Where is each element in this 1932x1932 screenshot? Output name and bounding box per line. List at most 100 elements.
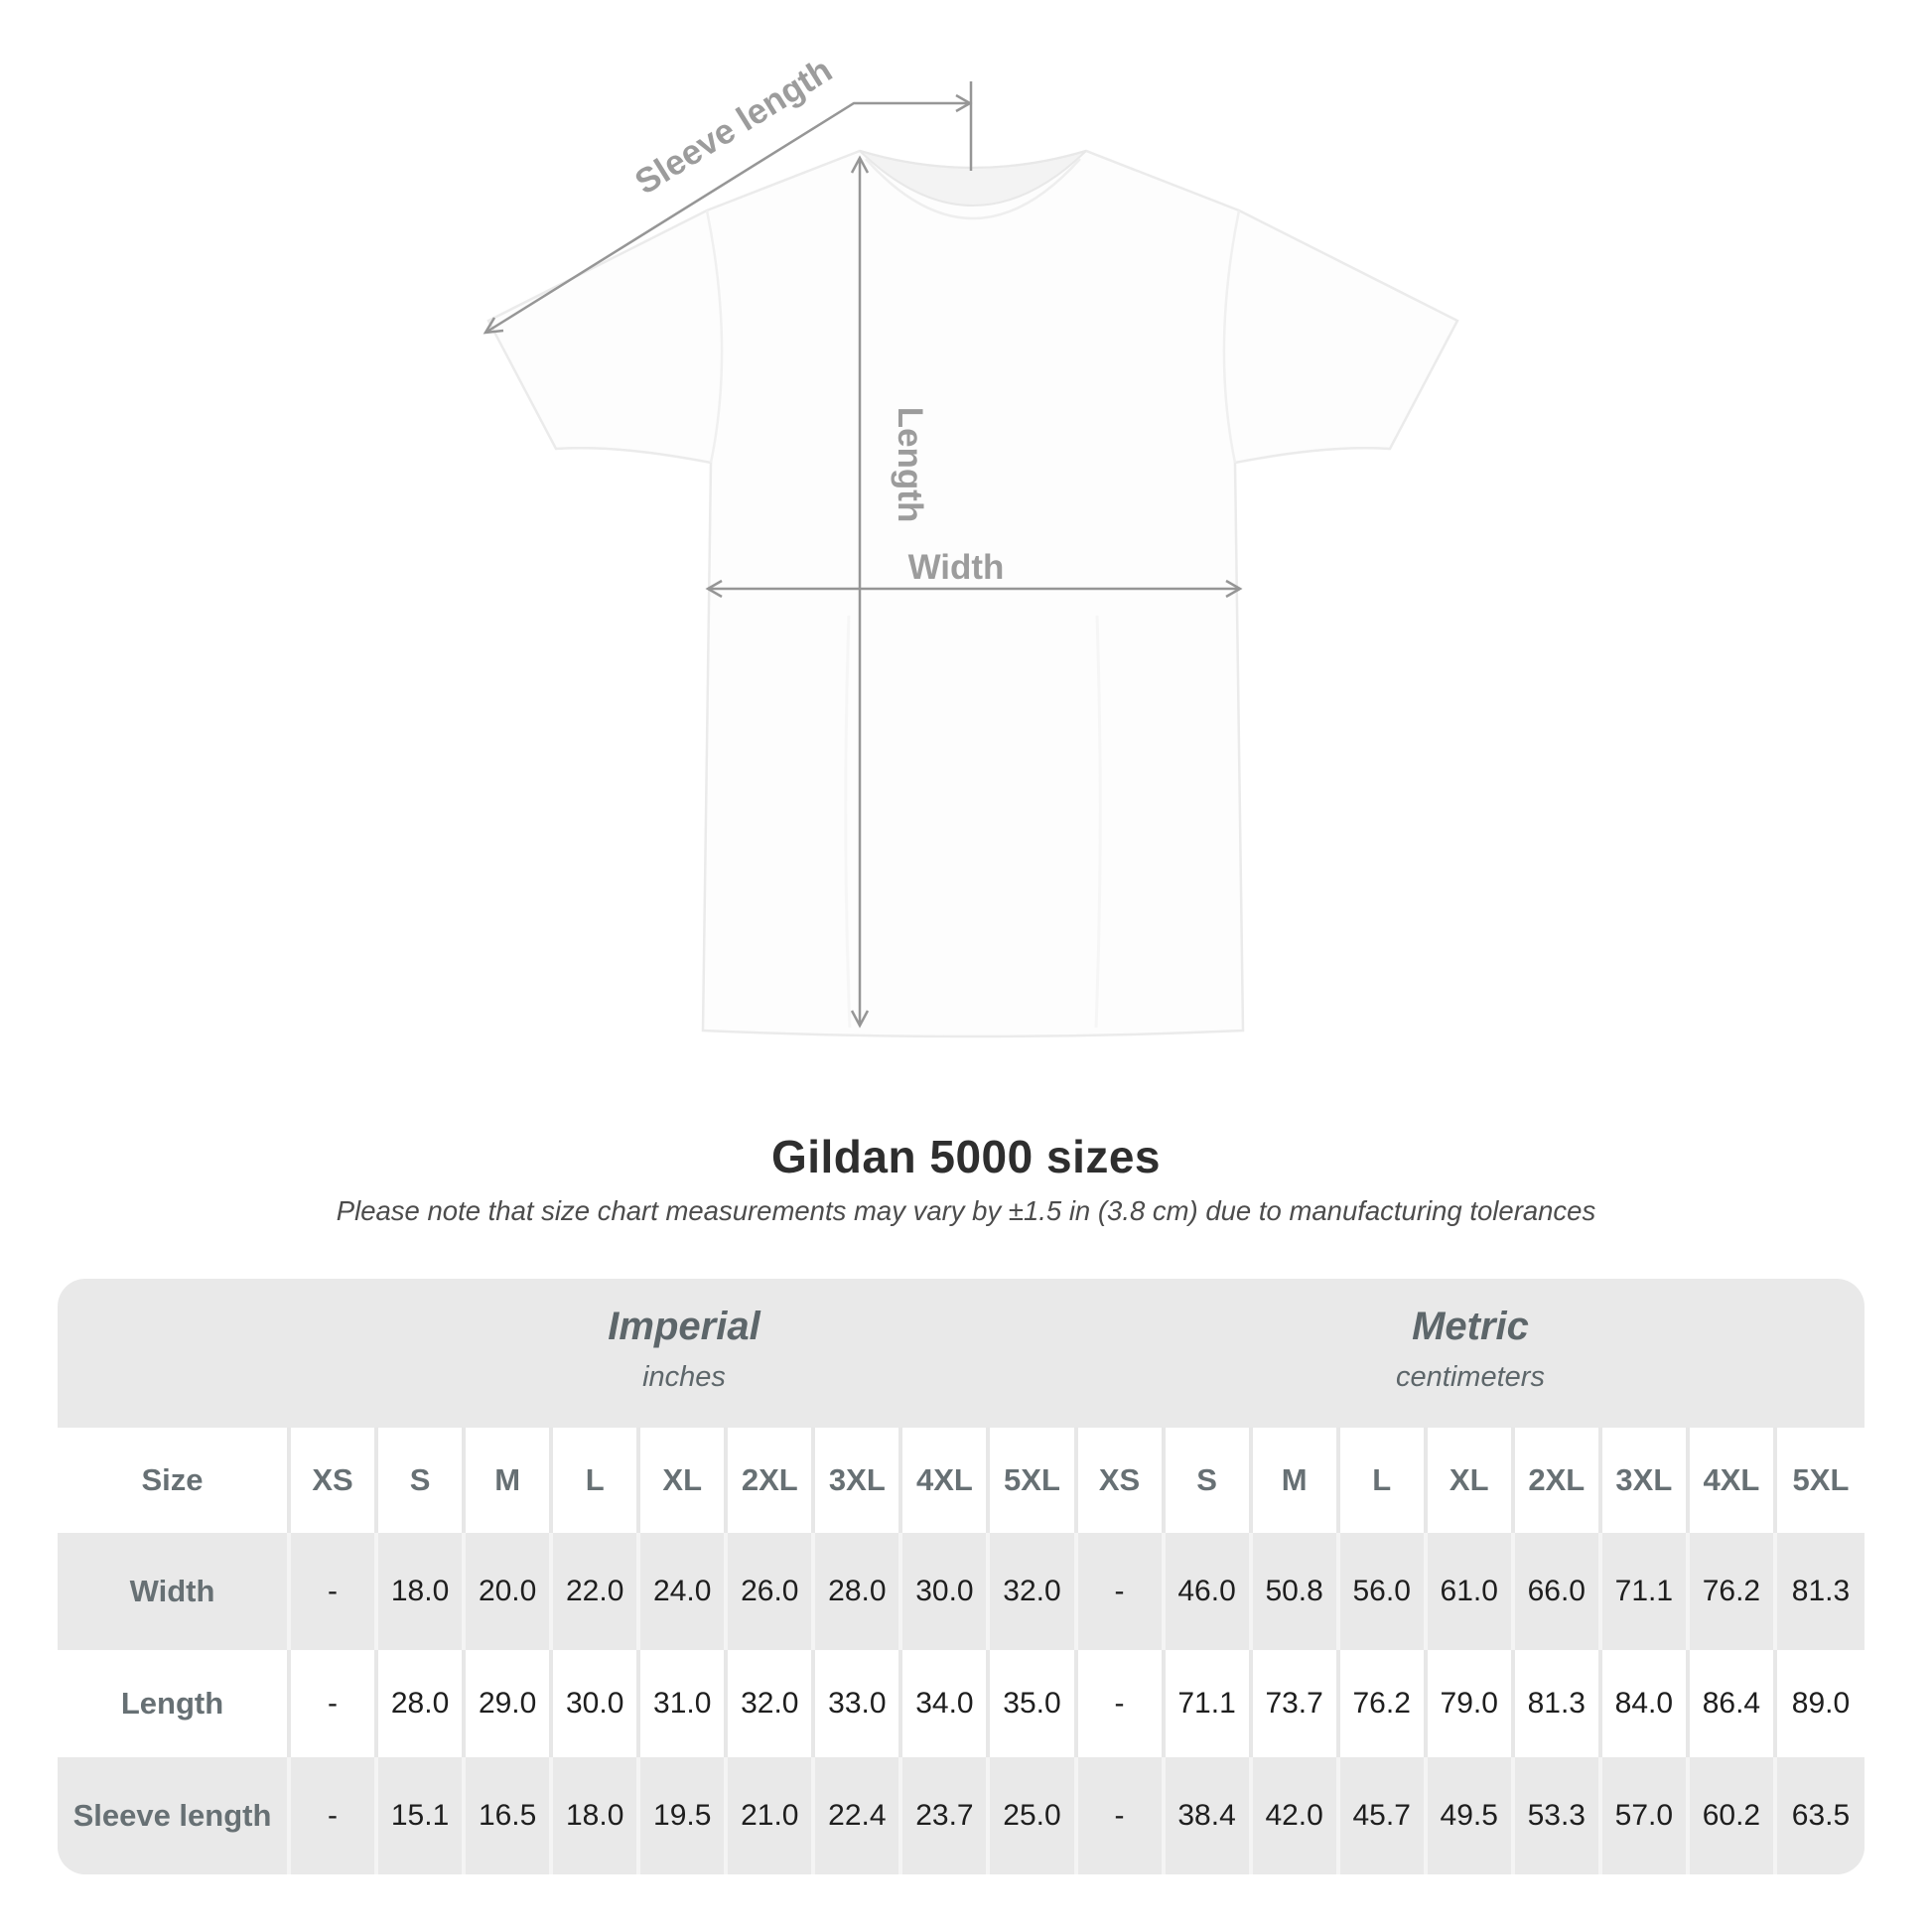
left-sleeve-seam [705, 209, 724, 464]
cell: 71.1 [1601, 1533, 1690, 1650]
col-header: XL [1427, 1428, 1515, 1533]
cell: 79.0 [1427, 1650, 1515, 1757]
page-title: Gildan 5000 sizes [770, 1131, 1162, 1182]
cell: 35.0 [990, 1650, 1078, 1757]
cell: 61.0 [1427, 1533, 1515, 1650]
row-label: Width [58, 1533, 291, 1650]
metric-label: Metric [1412, 1305, 1529, 1348]
tolerance-note: Please note that size chart measurements… [336, 1195, 1596, 1226]
collar-band-seam [865, 158, 1081, 220]
col-header: L [1339, 1428, 1428, 1533]
col-header: XS [291, 1428, 379, 1533]
col-header: XS [1077, 1428, 1166, 1533]
col-header: 4XL [902, 1428, 991, 1533]
cell: 50.8 [1252, 1533, 1340, 1650]
imperial-header: Imperial inches [608, 1305, 759, 1394]
cell: 38.4 [1165, 1757, 1253, 1874]
width-arrow [705, 579, 1243, 599]
cell: 53.3 [1514, 1757, 1602, 1874]
cell: 25.0 [990, 1757, 1078, 1874]
imperial-unit: inches [642, 1361, 726, 1393]
cell: 63.5 [1776, 1757, 1864, 1874]
length-label: Length [891, 407, 929, 523]
cell: 76.2 [1689, 1533, 1777, 1650]
cell: 22.0 [553, 1533, 641, 1650]
size-table: Imperial inches Metric centimeters Size … [58, 1279, 1864, 1874]
cell: 18.0 [553, 1757, 641, 1874]
cell: 49.5 [1427, 1757, 1515, 1874]
cell: 33.0 [815, 1650, 903, 1757]
col-header: 3XL [815, 1428, 903, 1533]
cell: 26.0 [728, 1533, 816, 1650]
crease [844, 615, 852, 1029]
cell: - [291, 1533, 379, 1650]
cell: 23.7 [902, 1757, 991, 1874]
cell: 71.1 [1165, 1650, 1253, 1757]
unit-header-band: Imperial inches Metric centimeters [58, 1279, 1864, 1428]
col-header: 5XL [990, 1428, 1078, 1533]
col-header: 4XL [1689, 1428, 1777, 1533]
cell: 21.0 [728, 1757, 816, 1874]
cell: 86.4 [1689, 1650, 1777, 1757]
cell: 28.0 [378, 1650, 467, 1757]
metric-unit: centimeters [1396, 1361, 1545, 1393]
cell: 19.5 [640, 1757, 729, 1874]
cell: 81.3 [1514, 1650, 1602, 1757]
cell: 46.0 [1165, 1533, 1253, 1650]
cell: 32.0 [728, 1650, 816, 1757]
cell: - [291, 1650, 379, 1757]
col-header: S [1165, 1428, 1253, 1533]
cell: 30.0 [553, 1650, 641, 1757]
size-grid: Size XS S M L XL 2XL 3XL 4XL 5XL XS S M … [58, 1428, 1864, 1874]
imperial-label: Imperial [608, 1305, 760, 1348]
col-header: L [553, 1428, 641, 1533]
cell: - [1077, 1533, 1166, 1650]
cell: 18.0 [378, 1533, 467, 1650]
row-label: Length [58, 1650, 291, 1757]
metric-header: Metric centimeters [1396, 1305, 1545, 1394]
cell: 34.0 [902, 1650, 991, 1757]
cell: 29.0 [466, 1650, 554, 1757]
cell: - [1077, 1757, 1166, 1874]
cell: 31.0 [640, 1650, 729, 1757]
col-header: 5XL [1776, 1428, 1864, 1533]
cell: 32.0 [990, 1533, 1078, 1650]
col-header: M [466, 1428, 554, 1533]
cell: 73.7 [1252, 1650, 1340, 1757]
cell: 76.2 [1339, 1650, 1428, 1757]
cell: 20.0 [466, 1533, 554, 1650]
cell: 56.0 [1339, 1533, 1428, 1650]
length-arrow [850, 155, 870, 1029]
tshirt-diagram: Sleeve length Length Width [483, 51, 1459, 1038]
col-header: M [1252, 1428, 1340, 1533]
sleeve-length-arrow [483, 81, 973, 335]
cell: 42.0 [1252, 1757, 1340, 1874]
cell: 28.0 [815, 1533, 903, 1650]
cell: 57.0 [1601, 1757, 1690, 1874]
cell: 15.1 [378, 1757, 467, 1874]
right-sleeve-seam [1222, 209, 1241, 464]
cell: 45.7 [1339, 1757, 1428, 1874]
cell: 22.4 [815, 1757, 903, 1874]
row-label: Sleeve length [58, 1757, 291, 1874]
col-header: XL [640, 1428, 729, 1533]
cell: 16.5 [466, 1757, 554, 1874]
cell: 84.0 [1601, 1650, 1690, 1757]
size-col-header: Size [58, 1428, 291, 1533]
cell: 66.0 [1514, 1533, 1602, 1650]
cell: - [1077, 1650, 1166, 1757]
col-header: 2XL [728, 1428, 816, 1533]
cell: 89.0 [1776, 1650, 1864, 1757]
col-header: S [378, 1428, 467, 1533]
cell: 24.0 [640, 1533, 729, 1650]
width-label: Width [908, 548, 1005, 587]
crease [1094, 615, 1102, 1029]
col-header: 3XL [1601, 1428, 1690, 1533]
collar-opening [859, 150, 1087, 207]
cell: 81.3 [1776, 1533, 1864, 1650]
cell: 30.0 [902, 1533, 991, 1650]
cell: 60.2 [1689, 1757, 1777, 1874]
col-header: 2XL [1514, 1428, 1602, 1533]
tshirt-outline [486, 149, 1459, 1038]
